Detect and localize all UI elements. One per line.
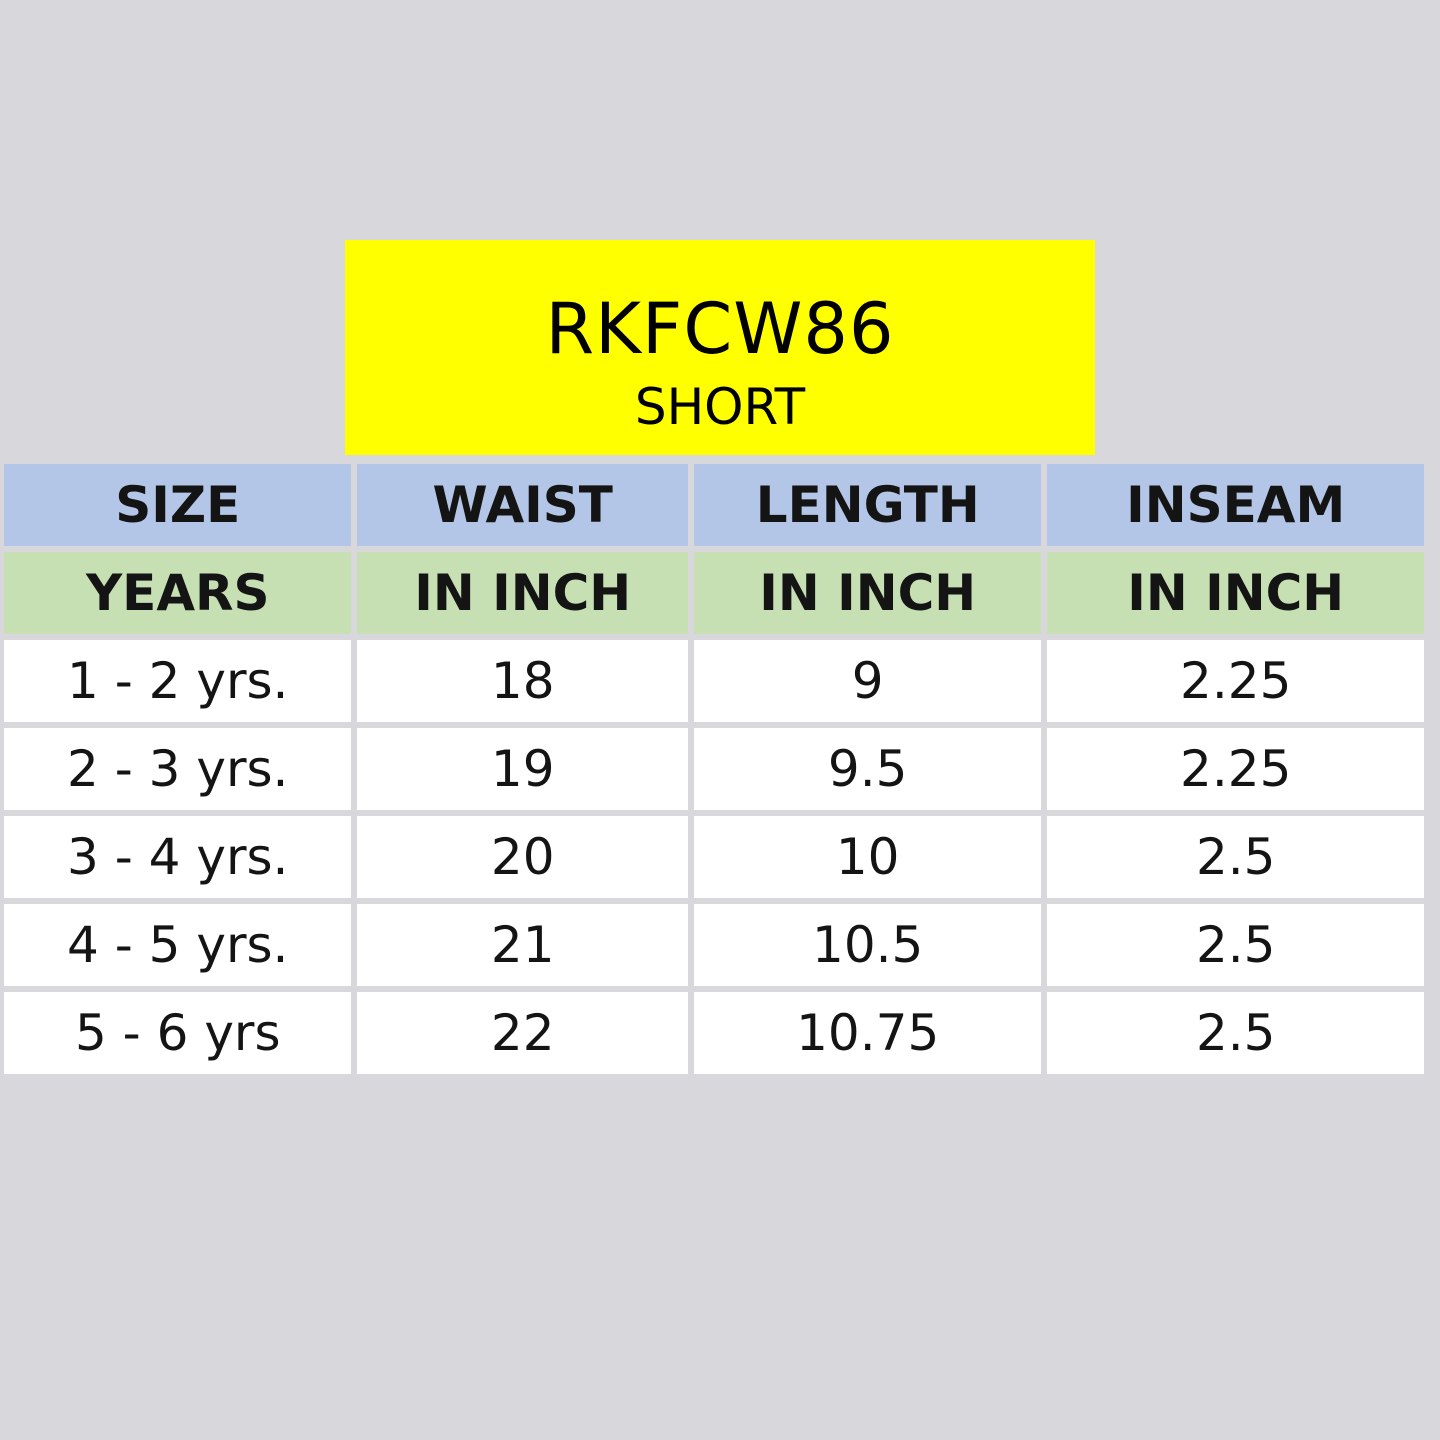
size-cell: 3 - 4 yrs. <box>4 816 352 898</box>
table-row: 5 - 6 yrs 22 10.75 2.5 <box>4 992 1424 1074</box>
length-cell: 10 <box>693 816 1042 898</box>
length-cell: 9 <box>693 640 1042 722</box>
waist-cell: 22 <box>357 992 688 1074</box>
length-cell: 9.5 <box>693 728 1042 810</box>
product-type: SHORT <box>634 378 806 436</box>
waist-cell: 20 <box>357 816 688 898</box>
waist-cell: 19 <box>357 728 688 810</box>
unit-cell-length: IN INCH <box>693 552 1042 634</box>
header-row: SIZE WAIST LENGTH INSEAM <box>4 464 1424 546</box>
size-cell: 2 - 3 yrs. <box>4 728 352 810</box>
unit-cell-waist: IN INCH <box>357 552 688 634</box>
header-cell-size: SIZE <box>4 464 352 546</box>
inseam-cell: 2.5 <box>1047 816 1424 898</box>
table-row: 1 - 2 yrs. 18 9 2.25 <box>4 640 1424 722</box>
size-chart-table: SIZE WAIST LENGTH INSEAM YEARS IN INCH I… <box>0 458 1430 1080</box>
table-row: 2 - 3 yrs. 19 9.5 2.25 <box>4 728 1424 810</box>
header-cell-inseam: INSEAM <box>1047 464 1424 546</box>
size-cell: 5 - 6 yrs <box>4 992 352 1074</box>
waist-cell: 18 <box>357 640 688 722</box>
waist-cell: 21 <box>357 904 688 986</box>
header-cell-waist: WAIST <box>357 464 688 546</box>
unit-row: YEARS IN INCH IN INCH IN INCH <box>4 552 1424 634</box>
inseam-cell: 2.25 <box>1047 728 1424 810</box>
inseam-cell: 2.5 <box>1047 992 1424 1074</box>
length-cell: 10.75 <box>693 992 1042 1074</box>
header-cell-length: LENGTH <box>693 464 1042 546</box>
unit-cell-size: YEARS <box>4 552 352 634</box>
product-code: RKFCW86 <box>545 288 895 370</box>
unit-cell-inseam: IN INCH <box>1047 552 1424 634</box>
size-cell: 4 - 5 yrs. <box>4 904 352 986</box>
table-row: 3 - 4 yrs. 20 10 2.5 <box>4 816 1424 898</box>
inseam-cell: 2.25 <box>1047 640 1424 722</box>
length-cell: 10.5 <box>693 904 1042 986</box>
inseam-cell: 2.5 <box>1047 904 1424 986</box>
title-box: RKFCW86 SHORT <box>345 240 1095 455</box>
size-cell: 1 - 2 yrs. <box>4 640 352 722</box>
table-row: 4 - 5 yrs. 21 10.5 2.5 <box>4 904 1424 986</box>
